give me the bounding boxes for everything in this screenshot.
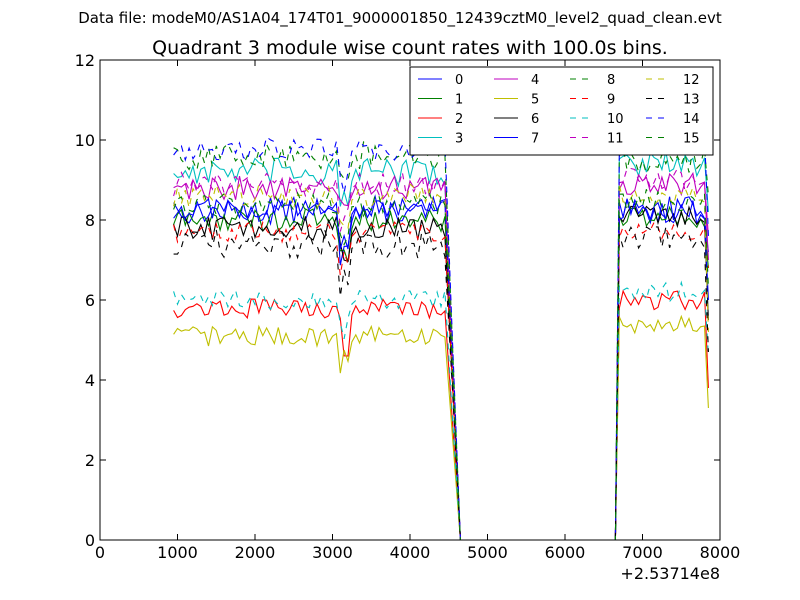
series-line-0: [173, 198, 709, 540]
legend-label-13: 13: [683, 93, 700, 108]
legend-label-14: 14: [683, 112, 700, 127]
legend-label-3: 3: [455, 132, 463, 147]
series-line-2: [173, 289, 709, 540]
y-tick-label: 2: [85, 451, 95, 470]
series-line-9: [173, 220, 709, 540]
figure-suptitle: Data file: modeM0/AS1A04_174T01_90000018…: [78, 9, 722, 28]
series-line-15: [173, 189, 709, 540]
legend-label-12: 12: [683, 73, 700, 88]
legend-box: [409, 66, 714, 156]
series-line-8: [173, 141, 709, 540]
y-tick-label: 4: [85, 371, 95, 390]
x-axis-offset-label: +2.53714e8: [620, 564, 720, 583]
series-line-1: [173, 205, 709, 540]
x-tick-label: 1000: [157, 543, 198, 562]
x-tick-label: 7000: [622, 543, 663, 562]
legend-label-7: 7: [531, 132, 539, 147]
legend-label-11: 11: [607, 132, 624, 147]
y-tick-label: 6: [85, 291, 95, 310]
x-tick-label: 2000: [235, 543, 276, 562]
legend-label-2: 2: [455, 112, 463, 127]
series-line-5: [173, 314, 709, 540]
series-line-12: [173, 182, 709, 540]
series-line-4: [173, 171, 709, 540]
legend-label-0: 0: [455, 73, 463, 88]
x-tick-label: 4000: [390, 543, 431, 562]
legend-label-4: 4: [531, 73, 539, 88]
series-line-11: [173, 167, 709, 540]
legend-label-10: 10: [607, 112, 624, 127]
ticks-layer: 0 1000 2000 3000 4000 5000 6000 7000 80000246810…: [75, 51, 741, 562]
series-line-7: [173, 194, 709, 540]
series-line-6: [173, 205, 709, 540]
chart-title: Quadrant 3 module wise count rates with …: [152, 37, 668, 59]
x-tick-label: 5000: [467, 543, 508, 562]
y-tick-label: 12: [75, 51, 95, 70]
y-tick-label: 0: [85, 531, 95, 550]
y-tick-label: 10: [75, 131, 95, 150]
y-tick-label: 8: [85, 211, 95, 230]
x-tick-label: 6000: [545, 543, 586, 562]
legend-label-5: 5: [531, 93, 539, 108]
legend-label-15: 15: [683, 132, 700, 147]
legend-label-9: 9: [607, 93, 615, 108]
x-tick-label: 0: [95, 543, 105, 562]
series-line-13: [173, 226, 709, 540]
legend-label-1: 1: [455, 93, 463, 108]
x-tick-label: 8000: [700, 543, 741, 562]
series-line-10: [173, 280, 709, 540]
x-tick-label: 3000: [312, 543, 353, 562]
series-layer: [173, 132, 709, 540]
series-line-3: [173, 151, 709, 540]
legend-label-8: 8: [607, 73, 615, 88]
legend-label-6: 6: [531, 112, 539, 127]
series-line-14: [173, 132, 709, 540]
